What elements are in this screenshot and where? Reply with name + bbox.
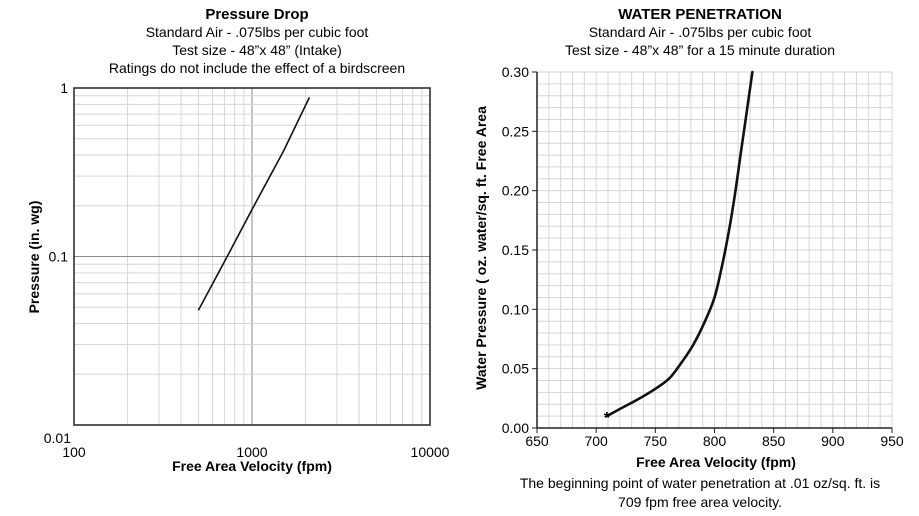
x-tick-label: 900 <box>821 433 845 449</box>
y-tick-label: 0.1 <box>49 249 69 265</box>
water-penetration-note-2: 709 fpm free area velocity. <box>618 494 782 510</box>
y-tick-label: 0.10 <box>502 301 529 317</box>
x-tick-label: 850 <box>762 433 786 449</box>
y-tick-label: 0.20 <box>502 183 529 199</box>
pressure-drop-subtitle-3: Ratings do not include the effect of a b… <box>109 60 405 76</box>
y-tick-label: 1 <box>60 80 68 96</box>
pressure-drop-title: Pressure Drop <box>205 6 308 23</box>
water-penetration-xlabel: Free Area Velocity (fpm) <box>636 454 796 470</box>
x-tick-label: 750 <box>644 433 668 449</box>
y-tick-label: 0.05 <box>502 361 529 377</box>
pressure-drop-grid <box>73 87 431 426</box>
water-penetration-series: * <box>604 70 754 427</box>
pressure-drop-subtitle-1: Standard Air - .075lbs per cubic foot <box>146 24 369 40</box>
water-penetration-ticks: 650 700 750 800 850 900 950 0.00 0.05 0.10 0.15 0.2… <box>502 64 904 449</box>
y-tick-label: 0.01 <box>44 430 71 446</box>
x-tick-label: 700 <box>584 433 608 449</box>
water-penetration-line <box>605 70 754 418</box>
x-tick-label: 800 <box>703 433 727 449</box>
plot-frame <box>73 87 431 426</box>
pressure-drop-ylabel: Pressure (in. wg) <box>26 201 42 314</box>
y-tick-label: 0.00 <box>502 420 529 436</box>
x-tick-label: 10000 <box>411 444 450 460</box>
pressure-drop-ticks: 100 1000 10000 0.01 0.1 1 <box>44 80 450 460</box>
water-penetration-subtitle-1: Standard Air - .075lbs per cubic foot <box>589 24 812 40</box>
pressure-drop-subtitle-2: Test size - 48”x 48” (Intake) <box>172 42 342 58</box>
pressure-drop-xlabel: Free Area Velocity (fpm) <box>172 458 332 474</box>
y-tick-label: 0.25 <box>502 123 529 139</box>
pressure-drop-series <box>197 97 311 311</box>
water-penetration-note-1: The beginning point of water penetration… <box>520 475 880 491</box>
x-tick-label: 650 <box>525 433 549 449</box>
water-penetration-grid <box>536 71 893 429</box>
start-point-marker: * <box>604 410 611 427</box>
pressure-drop-line <box>197 97 311 311</box>
y-tick-label: 0.30 <box>502 64 529 80</box>
y-tick-label: 0.15 <box>502 242 529 258</box>
x-tick-label: 1000 <box>236 444 267 460</box>
x-tick-label: 950 <box>880 433 904 449</box>
x-tick-label: 100 <box>62 444 86 460</box>
water-penetration-subtitle-2: Test size - 48”x 48” for a 15 minute dur… <box>565 42 835 58</box>
water-penetration-ylabel: Water Pressure ( oz. water/sq. ft. Free … <box>473 106 489 390</box>
water-penetration-title: WATER PENETRATION <box>618 6 782 23</box>
